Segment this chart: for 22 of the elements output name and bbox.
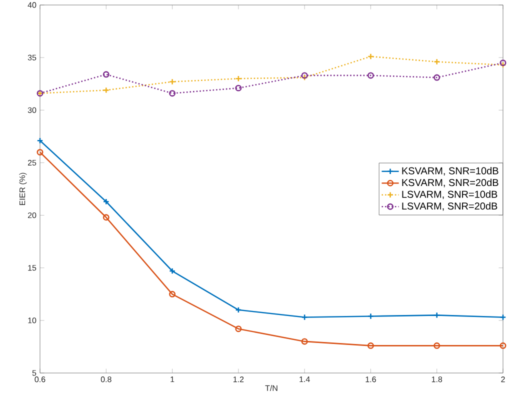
y-tick-label: 35 xyxy=(28,54,36,60)
x-tick-label: 1 xyxy=(170,376,174,382)
x-tick-label: 0.8 xyxy=(100,376,112,382)
y-tick-label: 40 xyxy=(28,2,36,8)
x-tick-label: 2 xyxy=(501,376,505,382)
y-axis-title: EIER (%) xyxy=(19,172,27,206)
y-tick-label: 5 xyxy=(32,370,36,376)
y-tick-label: 15 xyxy=(28,265,36,271)
x-axis-title: T/N xyxy=(265,385,278,391)
legend-label: LSVARM, SNR=20dB xyxy=(402,202,498,211)
x-tick-label: 1.2 xyxy=(233,376,244,382)
x-tick-label: 1.8 xyxy=(432,376,442,382)
legend-label: KSVARM, SNR=20dB xyxy=(402,178,498,188)
y-tick-label: 10 xyxy=(28,318,36,324)
x-tick-label: 1.4 xyxy=(300,376,310,382)
y-tick-label: 30 xyxy=(28,107,36,113)
x-tick-label: 1.6 xyxy=(366,376,376,382)
y-tick-label: 25 xyxy=(28,160,36,166)
legend-label: LSVARM, SNR=10dB xyxy=(402,190,498,200)
y-tick-label: 20 xyxy=(28,212,36,218)
legend-label: KSVARM, SNR=10dB xyxy=(402,167,498,176)
x-tick-label: 0.6 xyxy=(34,376,46,382)
